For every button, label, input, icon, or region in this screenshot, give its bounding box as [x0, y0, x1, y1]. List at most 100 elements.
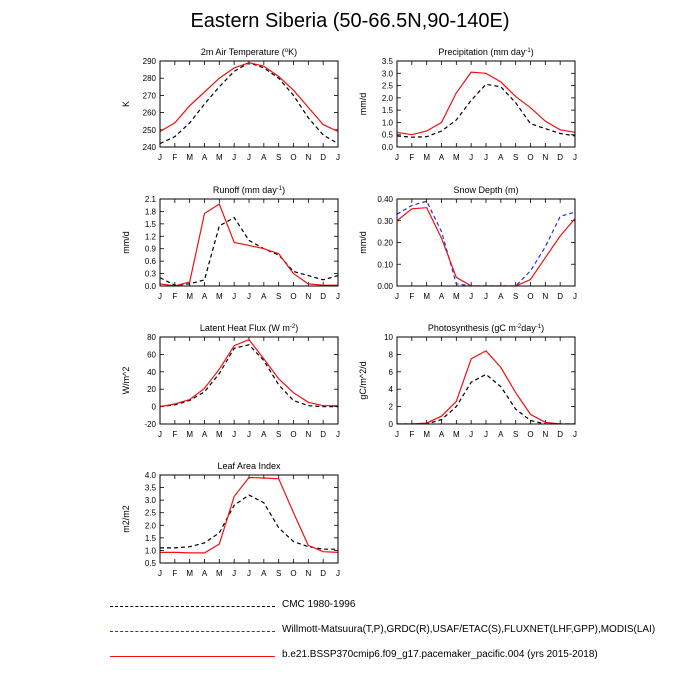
- y-axis-label-precipitation: mm/d: [358, 93, 368, 116]
- x-tick-label: M: [216, 292, 223, 301]
- title-text: ): [282, 185, 285, 195]
- panel-title-runoff: Runoff (mm day-1): [213, 185, 285, 195]
- x-tick-label: A: [439, 292, 445, 301]
- x-tick-label: M: [423, 430, 430, 439]
- x-tick-label: M: [186, 569, 193, 578]
- x-tick-label: S: [276, 292, 281, 301]
- x-tick-label: A: [261, 430, 267, 439]
- panel-runoff: Runoff (mm day-1) mm/d 0.0 0.3 0.6 0.9 1.2 1.5 1…: [121, 185, 340, 301]
- series-obs-line: [160, 62, 338, 145]
- y-tick-label: 1.2: [145, 232, 157, 241]
- y-tick-label: 0.00: [377, 282, 393, 291]
- x-tick-label: J: [247, 153, 251, 162]
- y-tick-label: 0.20: [377, 239, 393, 248]
- x-tick-label: M: [453, 153, 460, 162]
- x-tick-label: O: [527, 430, 533, 439]
- x-tick-label: A: [202, 292, 208, 301]
- x-tick-label: N: [305, 569, 311, 578]
- y-tick-label: 0.0: [145, 282, 157, 291]
- y-tick-label: 1.5: [145, 534, 157, 543]
- plot-frame: [159, 198, 339, 287]
- series-model-line: [160, 62, 338, 133]
- x-tick-label: F: [409, 292, 414, 301]
- series-model-line: [397, 350, 575, 424]
- y-tick-label: 2.0: [145, 521, 157, 530]
- x-tick-label: J: [336, 569, 340, 578]
- x-tick-label: O: [290, 153, 296, 162]
- x-tick-label: D: [557, 292, 563, 301]
- y-tick-label: 4.0: [145, 471, 157, 480]
- title-text: ): [541, 323, 544, 333]
- x-tick-label: J: [573, 292, 577, 301]
- series-model-line: [160, 476, 338, 554]
- y-tick-label: 1.5: [145, 220, 157, 229]
- plot-frame: [396, 336, 576, 425]
- y-tick-label: 0: [152, 403, 157, 412]
- series-model-line: [397, 71, 575, 136]
- series-model-line: [160, 203, 338, 286]
- title-text: K): [288, 47, 297, 57]
- x-tick-label: D: [320, 430, 326, 439]
- x-tick-label: J: [484, 292, 488, 301]
- legend-label-model: b.e21.BSSP370cmip6.f09_g17.pacemaker_pac…: [282, 649, 598, 660]
- title-superscript: o: [285, 48, 289, 54]
- y-tick-label: 280: [143, 74, 157, 83]
- y-tick-label: 3.5: [145, 484, 157, 493]
- x-tick-label: J: [232, 569, 236, 578]
- series-obs-line: [160, 344, 338, 408]
- y-tick-label: 2.1: [145, 195, 157, 204]
- x-tick-label: J: [336, 153, 340, 162]
- title-text: Leaf Area Index: [217, 461, 281, 471]
- x-tick-label: J: [395, 153, 399, 162]
- x-tick-label: F: [409, 430, 414, 439]
- x-tick-label: M: [216, 153, 223, 162]
- panel-title-lai: Leaf Area Index: [217, 461, 281, 471]
- x-tick-label: S: [513, 292, 518, 301]
- x-tick-label: J: [247, 292, 251, 301]
- x-tick-label: M: [423, 153, 430, 162]
- title-text: ): [531, 47, 534, 57]
- series-obs-line: [397, 83, 575, 138]
- y-tick-label: 1.5: [382, 106, 394, 115]
- y-tick-label: 2.0: [382, 94, 394, 103]
- legend-label-cmc: CMC 1980-1996: [282, 599, 356, 610]
- x-tick-label: J: [247, 430, 251, 439]
- x-tick-label: S: [276, 430, 281, 439]
- x-tick-label: J: [232, 292, 236, 301]
- x-tick-label: J: [158, 292, 162, 301]
- panel-snow-depth: Snow Depth (m) mm/d 0.00 0.10 0.20 0.30 0.40 J F…: [358, 185, 577, 301]
- y-axis-label-lai: m2/m2: [121, 505, 131, 533]
- legend-label-willmott: Willmott-Matsuura(T,P),GRDC(R),USAF/ETAC…: [282, 624, 656, 635]
- x-tick-label: M: [453, 430, 460, 439]
- x-tick-label: J: [158, 153, 162, 162]
- y-tick-label: 240: [143, 143, 157, 152]
- y-tick-label: 0.5: [382, 131, 394, 140]
- x-tick-label: F: [172, 569, 177, 578]
- y-tick-label: 0.10: [377, 260, 393, 269]
- x-tick-label: A: [498, 292, 504, 301]
- x-tick-label: N: [305, 430, 311, 439]
- x-tick-label: A: [498, 430, 504, 439]
- x-tick-label: J: [247, 569, 251, 578]
- y-tick-label: 2.5: [145, 509, 157, 518]
- x-tick-label: D: [557, 430, 563, 439]
- x-tick-label: J: [484, 153, 488, 162]
- title-text: Runoff (mm day: [213, 185, 277, 195]
- x-tick-label: D: [320, 569, 326, 578]
- title-text: Precipitation (mm day: [438, 47, 526, 57]
- x-tick-label: N: [305, 292, 311, 301]
- y-tick-label: 80: [147, 333, 156, 342]
- x-tick-label: A: [202, 569, 208, 578]
- x-tick-label: A: [202, 430, 208, 439]
- plot-frame: [159, 60, 339, 148]
- x-tick-label: S: [276, 153, 281, 162]
- plot-frame: [159, 336, 339, 425]
- x-tick-label: S: [513, 153, 518, 162]
- x-tick-label: J: [158, 569, 162, 578]
- x-tick-label: J: [336, 430, 340, 439]
- figure-title: Eastern Siberia (50-66.5N,90-140E): [190, 10, 510, 32]
- x-tick-label: D: [320, 153, 326, 162]
- panel-precipitation: Precipitation (mm day-1) mm/d 0.0 0.5 1.0 1.5…: [358, 47, 577, 162]
- y-tick-label: 260: [143, 109, 157, 118]
